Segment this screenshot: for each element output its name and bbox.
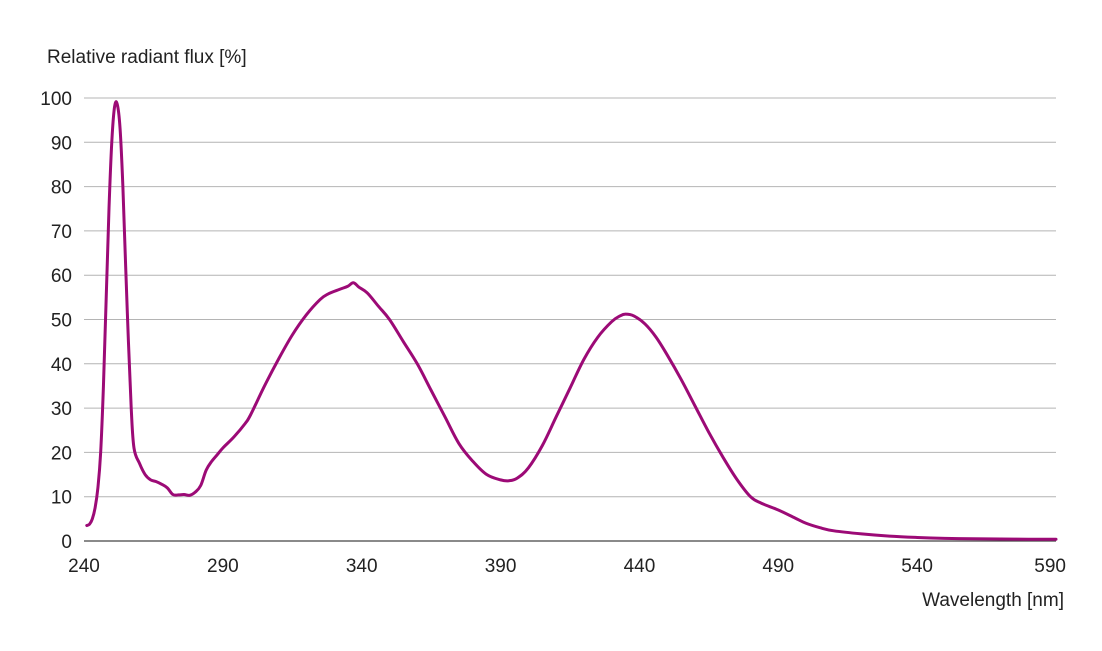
y-tick-label: 20 [51,443,72,464]
x-tick-label: 390 [485,556,517,577]
grid-layer [84,97,1056,498]
y-tick-label: 10 [51,488,72,509]
y-axis-title: Relative radiant flux [%] [47,47,247,68]
x-tick-label: 340 [346,556,378,577]
y-tick-label: 60 [51,266,72,287]
tick-labels: 0 10 20 30 40 50 60 70 80 90 100 240 290 340 390 440 490… [40,89,1066,577]
y-tick-label: 0 [61,532,72,553]
y-tick-label: 40 [51,355,72,376]
x-axis-title: Wavelength [nm] [922,590,1064,611]
series-layer [85,100,1058,541]
x-tick-label: 240 [68,556,100,577]
x-tick-label: 590 [1034,556,1066,577]
y-tick-label: 80 [51,178,72,199]
x-tick-label: 490 [762,556,794,577]
y-tick-label: 50 [51,311,72,332]
y-tick-label: 100 [40,89,72,110]
x-tick-label: 540 [901,556,933,577]
x-tick-label: 290 [207,556,239,577]
x-tick-label: 440 [624,556,656,577]
y-tick-label: 30 [51,399,72,420]
y-tick-label: 70 [51,222,72,243]
y-tick-label: 90 [51,133,72,154]
spectrum-series-line [85,100,1058,541]
